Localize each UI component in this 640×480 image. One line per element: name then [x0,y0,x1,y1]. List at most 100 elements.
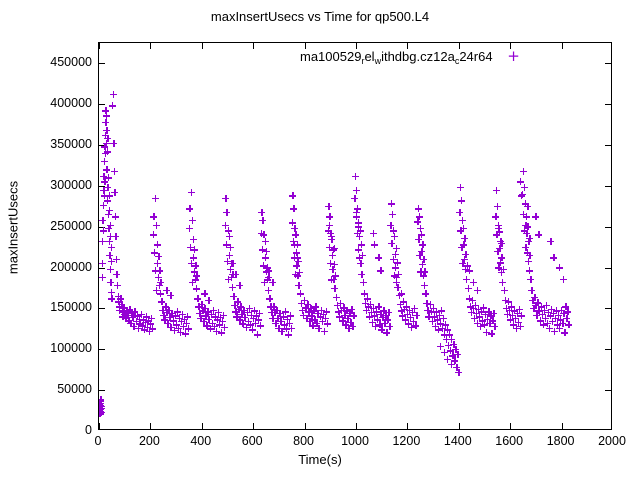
scatter-point [504,298,512,306]
scatter-point [495,228,503,236]
scatter-point [461,265,469,273]
scatter-point [357,260,365,268]
scatter-point [477,308,485,316]
scatter-point [220,323,228,331]
scatter-point [201,290,209,298]
scatter-point [263,247,271,255]
scatter-point [319,310,327,318]
scatter-point [328,235,336,243]
scatter-point [491,322,499,330]
scatter-point [501,296,509,304]
scatter-point [485,308,493,316]
scatter-point [347,318,355,326]
y-tick-label: 400000 [50,96,92,111]
x-tick-mark [407,423,409,429]
scatter-point [313,319,321,327]
scatter-point [473,287,481,294]
scatter-point [522,243,530,251]
scatter-point [388,239,396,247]
scatter-point [503,310,511,318]
scatter-point [447,347,455,355]
scatter-point [289,192,297,200]
scatter-point [494,221,502,229]
scatter-point [393,273,401,281]
scatter-point [357,241,365,249]
scatter-point [327,229,335,237]
scatter-point [559,275,567,283]
scatter-point [524,257,532,265]
scatter-point [520,211,528,219]
x-tick-label: 600 [241,434,263,448]
scatter-point [430,313,438,321]
scatter-point [299,306,307,314]
scatter-point [392,264,400,272]
scatter-point [290,254,298,262]
scatter-point [280,321,288,329]
scatter-point [192,262,200,270]
scatter-point [303,314,311,322]
scatter-point [467,309,475,317]
scatter-point [455,368,463,376]
scatter-point [99,406,103,414]
scatter-point [493,202,501,210]
scatter-point [233,313,241,321]
scatter-point [158,298,166,306]
scatter-point [99,404,106,412]
scatter-point [106,265,114,273]
scatter-point [316,313,324,321]
scatter-point [130,322,138,330]
scatter-point [143,323,151,331]
scatter-point [560,309,568,317]
scatter-point [514,318,522,326]
scatter-point [458,243,466,251]
scatter-point [281,308,289,316]
y-tick-label: 450000 [50,55,92,70]
x-tick-mark [201,423,203,429]
scatter-point [195,303,203,311]
scatter-point [272,319,280,327]
scatter-point [191,246,199,254]
scatter-point [400,305,408,313]
plot-area [98,42,612,430]
scatter-point [397,290,405,298]
scatter-point [469,304,477,312]
scatter-point [146,320,154,328]
scatter-point [431,322,439,330]
scatter-point [564,308,572,316]
scatter-point [203,322,211,330]
scatter-point [373,308,381,316]
scatter-point [451,357,459,365]
page-title: maxInsertUsecs vs Time for qp500.L4 [210,9,430,24]
scatter-point [139,316,147,324]
scatter-point [392,278,400,286]
scatter-point [229,260,237,268]
scatter-point [526,251,534,259]
scatter-point [495,224,503,232]
scatter-point [194,295,202,303]
scatter-point [465,295,473,303]
scatter-point [519,167,527,175]
scatter-point [345,324,353,332]
scatter-point [523,249,531,257]
scatter-point [99,227,107,235]
scatter-point [101,149,109,157]
scatter-point [214,309,222,317]
scatter-point [358,251,366,259]
scatter-point [367,309,375,317]
scatter-point [168,309,176,317]
scatter-point [282,325,290,333]
scatter-point [155,282,163,290]
scatter-point [460,241,468,249]
y-tick-mark [99,308,105,310]
scatter-point [122,314,130,322]
scatter-point [435,311,443,319]
scatter-point [108,295,116,303]
scatter-point [99,396,105,404]
scatter-point [225,233,233,241]
scatter-point [196,309,204,317]
scatter-point [457,197,465,205]
scatter-point [484,315,492,323]
scatter-point [456,184,464,192]
scatter-point [224,257,231,265]
scatter-point [448,336,456,343]
